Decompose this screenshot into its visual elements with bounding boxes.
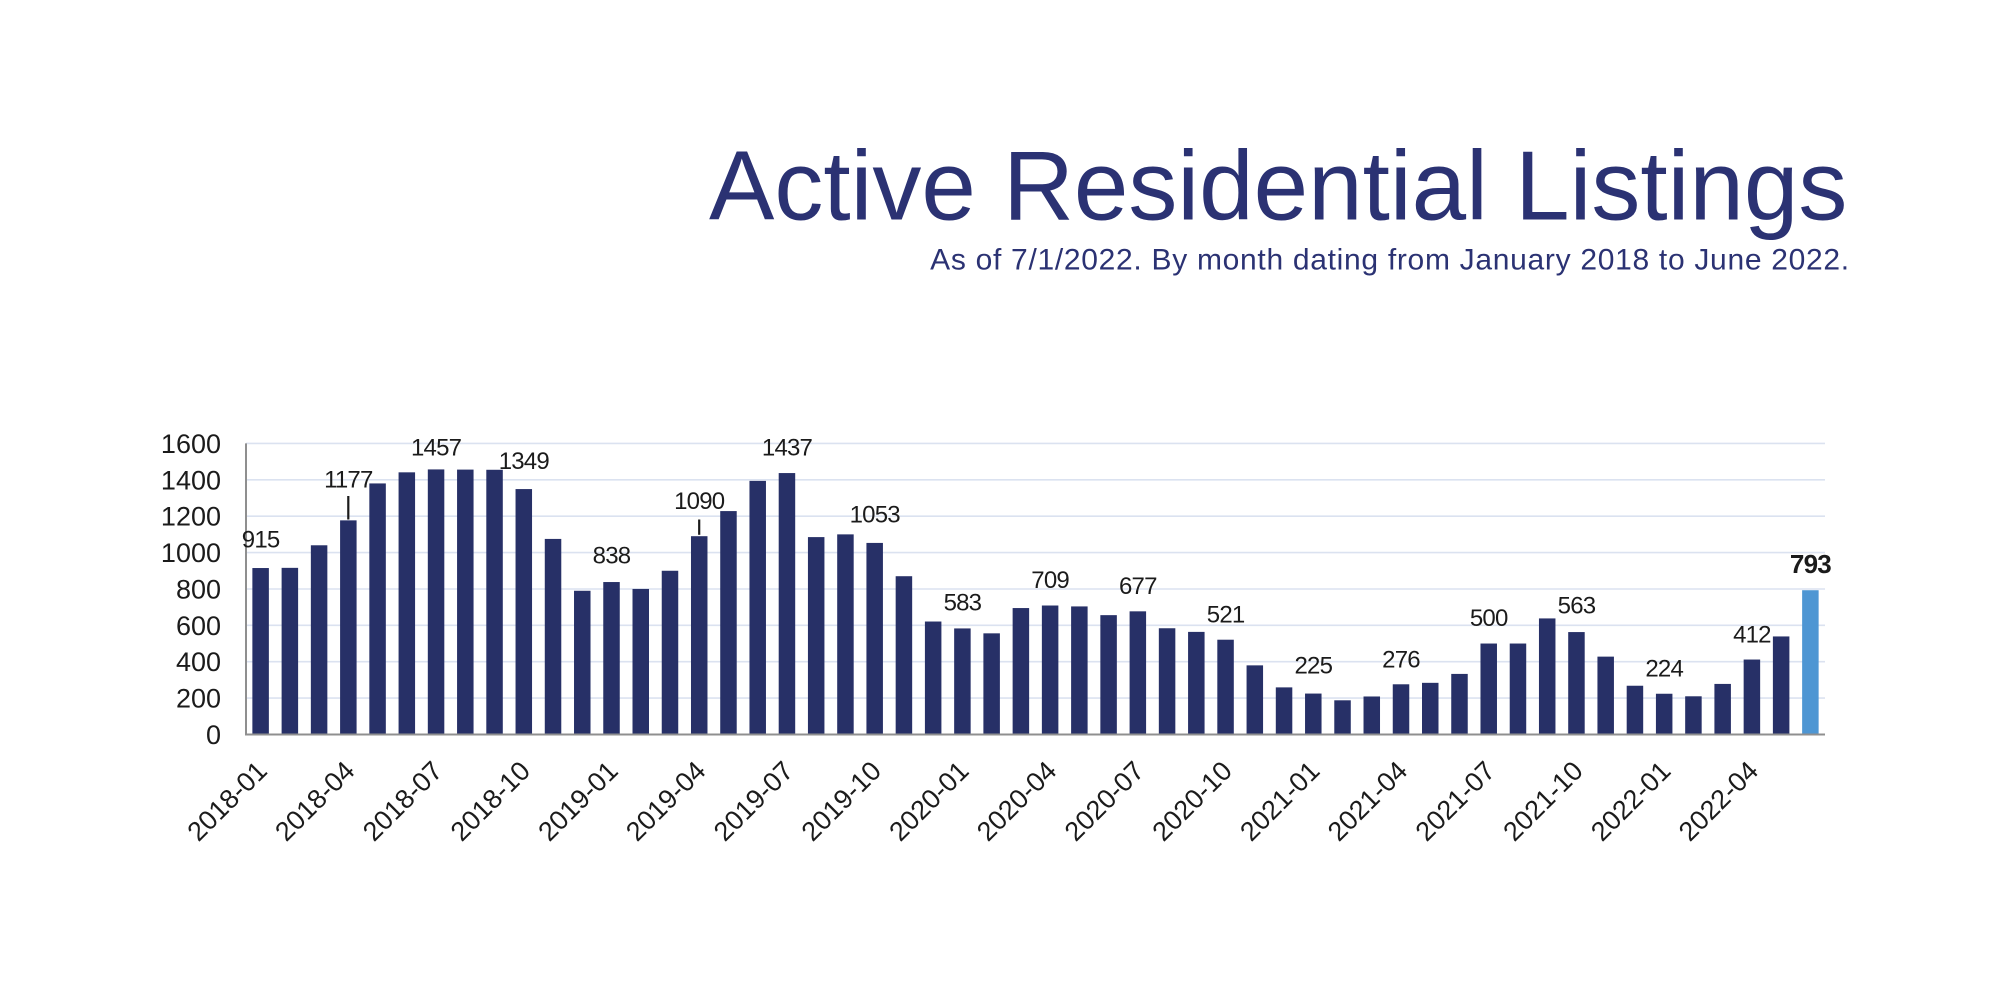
svg-text:200: 200 <box>176 684 221 714</box>
svg-text:Active Residential Listings: Active Residential Listings <box>709 131 1847 241</box>
svg-text:1400: 1400 <box>161 465 221 495</box>
svg-text:677: 677 <box>1119 573 1157 600</box>
svg-text:1349: 1349 <box>499 448 550 475</box>
svg-text:1600: 1600 <box>161 429 221 459</box>
svg-text:1090: 1090 <box>674 488 725 515</box>
svg-text:As of 7/1/2022. By month datin: As of 7/1/2022. By month dating from Jan… <box>930 244 1850 277</box>
svg-text:1457: 1457 <box>411 435 462 462</box>
svg-text:793: 793 <box>1790 549 1831 579</box>
svg-text:224: 224 <box>1645 656 1683 683</box>
svg-text:412: 412 <box>1733 622 1771 649</box>
svg-text:600: 600 <box>176 611 221 641</box>
svg-text:1000: 1000 <box>161 538 221 568</box>
svg-text:225: 225 <box>1294 653 1332 680</box>
svg-text:563: 563 <box>1558 592 1596 619</box>
svg-text:1437: 1437 <box>762 435 813 462</box>
svg-text:800: 800 <box>176 575 221 605</box>
svg-text:1200: 1200 <box>161 502 221 532</box>
svg-text:400: 400 <box>176 647 221 677</box>
svg-text:838: 838 <box>593 542 631 569</box>
svg-text:500: 500 <box>1470 605 1508 632</box>
svg-text:521: 521 <box>1207 602 1245 629</box>
svg-text:915: 915 <box>242 527 280 554</box>
svg-text:276: 276 <box>1382 647 1420 674</box>
svg-text:0: 0 <box>206 720 221 750</box>
svg-text:583: 583 <box>944 590 982 617</box>
svg-text:1053: 1053 <box>850 502 901 529</box>
svg-text:1177: 1177 <box>324 466 373 493</box>
svg-text:709: 709 <box>1031 567 1069 594</box>
